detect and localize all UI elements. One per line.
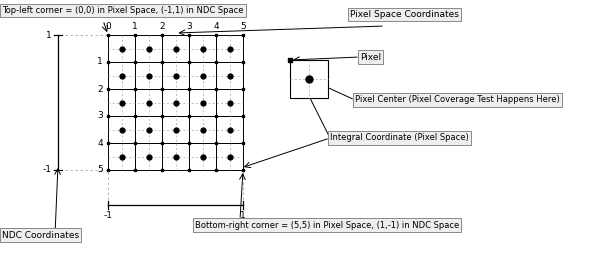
Text: Pixel Center (Pixel Coverage Test Happens Here): Pixel Center (Pixel Coverage Test Happen…	[355, 95, 560, 105]
Bar	[162, 143, 189, 170]
Bar	[108, 143, 135, 170]
Text: Integral Coordinate (Pixel Space): Integral Coordinate (Pixel Space)	[330, 133, 469, 142]
Bar	[216, 35, 243, 62]
Bar	[135, 116, 162, 143]
Bar	[162, 116, 189, 143]
Bar	[108, 35, 135, 62]
Text: 2: 2	[159, 22, 165, 31]
Bar	[189, 143, 216, 170]
Bar	[216, 116, 243, 143]
Text: 1: 1	[97, 57, 103, 67]
Text: Pixel Space Coordinates: Pixel Space Coordinates	[350, 10, 459, 19]
Bar	[189, 62, 216, 89]
Bar	[216, 89, 243, 116]
Text: 1: 1	[132, 22, 138, 31]
Text: -1: -1	[103, 211, 112, 220]
Text: NDC Coordinates: NDC Coordinates	[2, 231, 79, 239]
Text: Bottom-right corner = (5,5) in Pixel Space, (1,-1) in NDC Space: Bottom-right corner = (5,5) in Pixel Spa…	[195, 220, 459, 230]
Bar	[135, 35, 162, 62]
Text: 3: 3	[186, 22, 192, 31]
Bar	[216, 62, 243, 89]
Bar	[162, 35, 189, 62]
Text: Top-left corner = (0,0) in Pixel Space, (-1,1) in NDC Space: Top-left corner = (0,0) in Pixel Space, …	[2, 6, 243, 15]
Text: 2: 2	[97, 84, 103, 94]
Text: 5: 5	[240, 22, 246, 31]
Bar	[290, 60, 328, 98]
Bar	[108, 89, 135, 116]
Text: -1: -1	[43, 166, 52, 174]
Text: 1: 1	[240, 211, 246, 220]
Text: 4: 4	[97, 139, 103, 147]
Bar	[189, 35, 216, 62]
Text: 5: 5	[97, 166, 103, 174]
Bar	[216, 143, 243, 170]
Text: Pixel: Pixel	[360, 53, 381, 62]
Bar	[162, 62, 189, 89]
Text: 3: 3	[97, 112, 103, 120]
Bar	[108, 62, 135, 89]
Bar	[189, 116, 216, 143]
Bar	[108, 116, 135, 143]
Bar	[189, 89, 216, 116]
Bar	[135, 62, 162, 89]
Bar	[135, 143, 162, 170]
Bar	[135, 89, 162, 116]
Text: 4: 4	[213, 22, 219, 31]
Text: 1: 1	[47, 30, 52, 40]
Text: 0: 0	[105, 22, 111, 31]
Bar	[162, 89, 189, 116]
